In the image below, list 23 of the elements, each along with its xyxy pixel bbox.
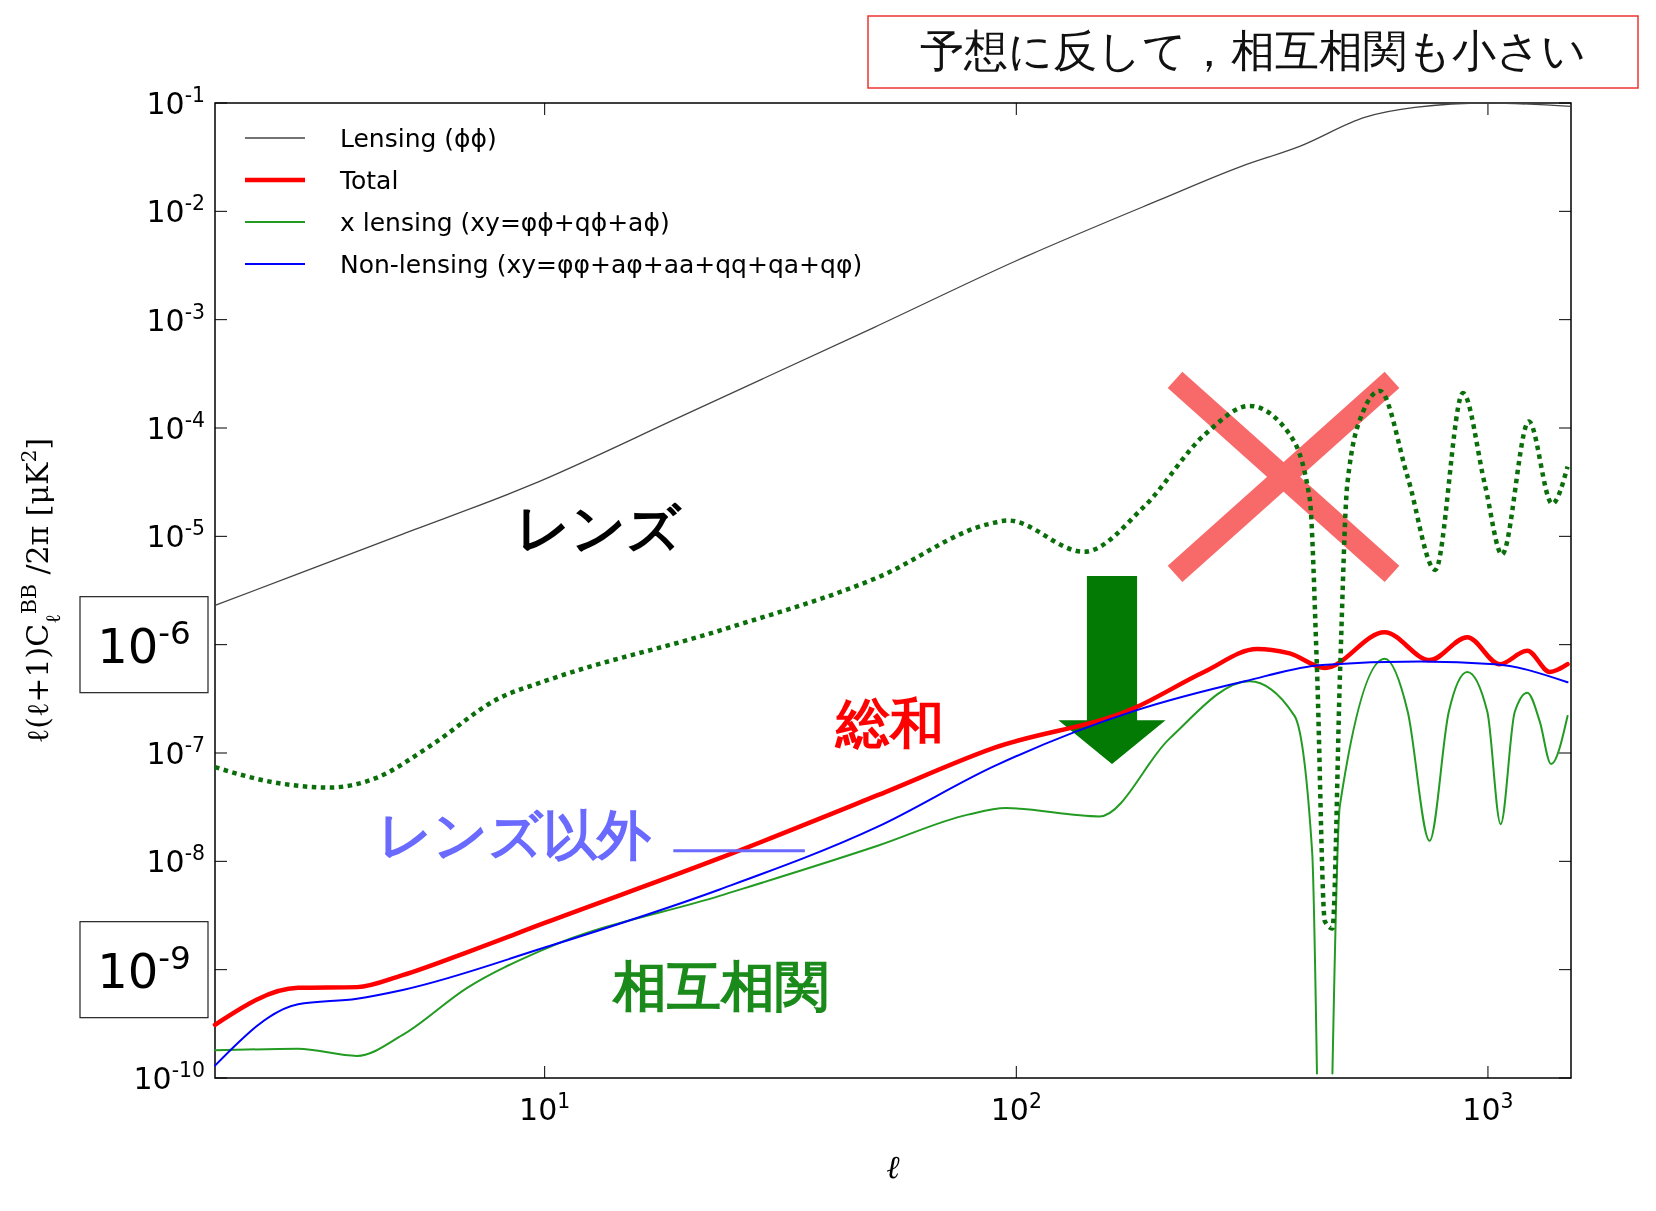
- x-tick-label: 10$^{1}$: [519, 1089, 571, 1127]
- y-tick-label: 10$^{-5}$: [146, 516, 205, 555]
- y-tick-label: 10$^{-1}$: [146, 83, 205, 121]
- y-tick-label: 10$^{-3}$: [146, 299, 205, 338]
- legend-label: Total: [339, 166, 399, 195]
- y-tick-label: 10$^{-10}$: [133, 1058, 205, 1096]
- legend-label: Lensing (ϕϕ): [340, 124, 497, 153]
- text: 10$^{-9}$: [97, 938, 191, 999]
- y-tick-label: 10$^{-2}$: [146, 191, 205, 230]
- x-tick-label: 10$^{3}$: [1462, 1089, 1514, 1127]
- x-axis-title: ℓ: [886, 1148, 901, 1186]
- x-tick-label: 10$^{2}$: [990, 1089, 1042, 1127]
- annotation: レンズ以外: [378, 803, 653, 867]
- y-tick-label: 10$^{-4}$: [146, 408, 205, 446]
- legend-label: Non-lensing (xy=φφ+aφ+aa+qq+qa+qφ): [340, 250, 863, 279]
- annotation: 相互相関: [610, 954, 829, 1018]
- y-tick-label: 10$^{-7}$: [146, 733, 205, 771]
- annotation: 総和: [834, 691, 945, 755]
- text: 予想に反して，相互相関も小さい: [920, 25, 1586, 76]
- text: 10$^{-6}$: [97, 613, 191, 674]
- y-tick-label: 10$^{-8}$: [146, 841, 205, 880]
- annotation: レンズ: [516, 496, 683, 560]
- legend-label: x lensing (xy=φϕ+qϕ+aϕ): [340, 208, 670, 237]
